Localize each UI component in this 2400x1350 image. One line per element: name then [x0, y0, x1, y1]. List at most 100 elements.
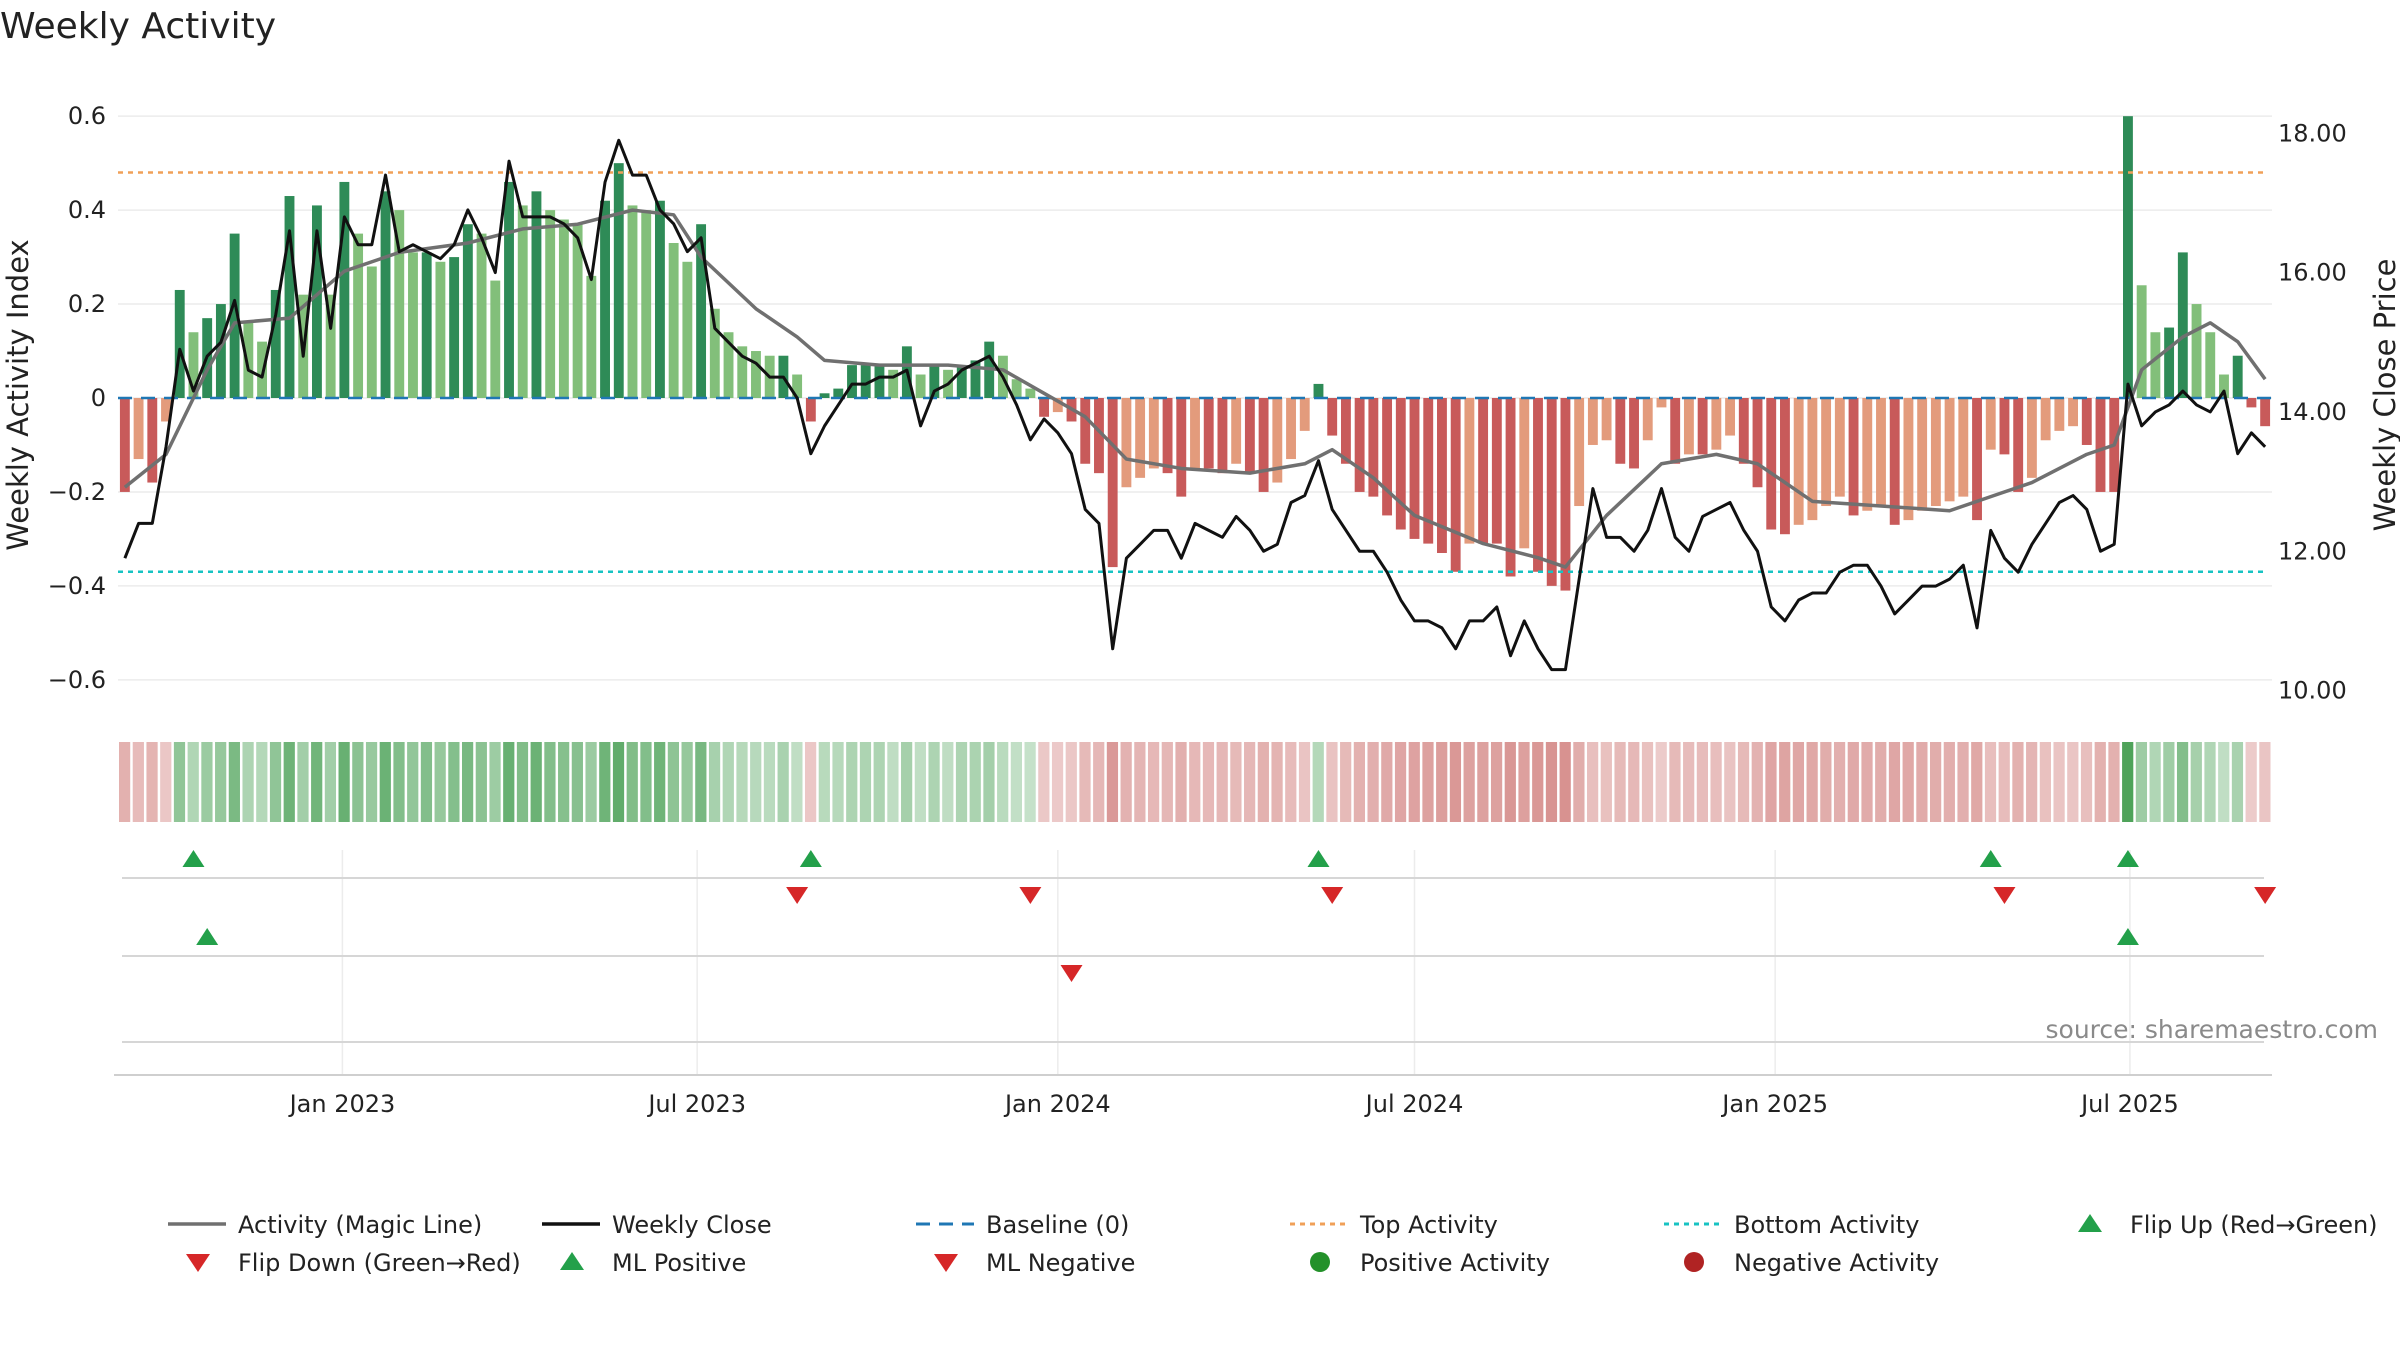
- activity-strip-cell: [2163, 742, 2175, 822]
- activity-bar: [408, 252, 418, 398]
- reference-lines: [118, 171, 2272, 574]
- activity-bar: [1793, 398, 1804, 525]
- activity-strip-cell: [1765, 742, 1777, 822]
- activity-bar: [1313, 383, 1324, 398]
- activity-strip-cell: [1326, 742, 1338, 822]
- activity-strip-cell: [654, 742, 666, 822]
- activity-strip-cell: [1847, 742, 1859, 822]
- activity-bar: [1834, 398, 1845, 497]
- activity-bar: [1958, 398, 1969, 497]
- activity-strip-cell: [2135, 742, 2148, 822]
- activity-bar: [2123, 116, 2133, 398]
- activity-bar: [1299, 398, 1310, 431]
- activity-bar: [1903, 398, 1914, 521]
- activity-bar: [1519, 398, 1530, 549]
- activity-bar: [1258, 398, 1269, 492]
- activity-bar: [257, 341, 267, 398]
- activity-bar: [1862, 398, 1873, 511]
- activity-bar: [668, 243, 679, 398]
- activity-strip-cell: [1024, 742, 1036, 822]
- activity-strip-cell: [338, 742, 350, 822]
- activity-bar: [462, 224, 473, 398]
- ml-positive-marker: [2116, 928, 2139, 945]
- activity-bar: [1203, 398, 1214, 469]
- y-tick-label: −0.2: [48, 478, 106, 506]
- activity-bar: [654, 200, 665, 398]
- activity-bars: [119, 116, 2271, 591]
- axes: 0.6 0.4 0.2 0 −0.2 −0.4 −0.6 18.00 16.00 14.00 12.…: [48, 102, 2347, 1118]
- activity-bar: [1491, 398, 1502, 544]
- activity-bar: [1423, 398, 1434, 544]
- activity-strip-cell: [516, 742, 529, 822]
- flip-up-marker: [2116, 850, 2139, 867]
- activity-strip-cell: [873, 742, 885, 822]
- activity-bar: [888, 369, 899, 398]
- activity-strip-cell: [1394, 742, 1407, 822]
- y-tick-label: −0.6: [48, 666, 106, 694]
- activity-strip-cell: [997, 742, 1009, 822]
- activity-bar: [956, 365, 967, 398]
- activity-bar: [1738, 398, 1749, 464]
- activity-bar: [1546, 398, 1557, 586]
- activity-bar: [723, 332, 734, 398]
- activity-bar: [1930, 398, 1941, 507]
- activity-bar: [709, 308, 720, 398]
- legend-label: Positive Activity: [1360, 1249, 1550, 1277]
- flip-up-marker: [799, 850, 822, 867]
- activity-strip-cell: [1449, 742, 1462, 822]
- flip-down-marker: [1019, 887, 1042, 904]
- flip-down-marker: [2254, 887, 2277, 904]
- activity-bar: [2232, 355, 2243, 398]
- activity-bar: [1683, 398, 1694, 455]
- activity-bar: [558, 219, 569, 398]
- activity-strip-cell: [708, 742, 721, 822]
- activity-strip-cell: [1230, 742, 1242, 822]
- y2-tick-label: 10.00: [2278, 677, 2347, 705]
- activity-strip-cell: [228, 742, 240, 822]
- y2-tick-label: 18.00: [2278, 119, 2347, 147]
- legend-label: Top Activity: [1359, 1211, 1498, 1239]
- y2-tick-label: 12.00: [2278, 537, 2347, 565]
- activity-strip-cell: [1600, 742, 1612, 822]
- flip-down-marker: [1321, 887, 1344, 904]
- x-tick-label: Jul 2024: [1364, 1090, 1464, 1118]
- activity-bar: [531, 191, 542, 398]
- activity-strip-cell: [146, 742, 158, 822]
- y-tick-label: 0: [91, 384, 106, 412]
- activity-bar: [476, 233, 487, 398]
- activity-strip-cell: [2067, 742, 2079, 822]
- activity-bar: [2136, 285, 2147, 398]
- legend-label: ML Negative: [986, 1249, 1135, 1277]
- activity-strip-cell: [955, 742, 968, 822]
- activity-strip-cell: [1051, 742, 1064, 822]
- activity-strip-cell: [1134, 742, 1146, 822]
- activity-bar: [751, 351, 761, 398]
- activity-strip-cell: [1806, 742, 1818, 822]
- activity-bar: [1148, 398, 1159, 469]
- activity-strip-cell: [1216, 742, 1228, 822]
- activity-strip-cell: [612, 742, 625, 822]
- activity-strip-cell: [379, 742, 391, 822]
- y-tick-label: 0.2: [68, 290, 106, 318]
- activity-bar: [1821, 398, 1832, 507]
- activity-strip-cell: [722, 742, 734, 822]
- activity-strip-cell: [1833, 742, 1846, 822]
- activity-bar: [1985, 398, 1996, 450]
- activity-bar: [1807, 398, 1818, 521]
- activity-strip-cell: [928, 742, 940, 822]
- y2-axis-label: Weekly Close Price: [2368, 259, 2400, 532]
- activity-bar: [421, 252, 432, 398]
- activity-strip-cell: [256, 742, 268, 822]
- activity-strip-cell: [160, 742, 172, 822]
- y-tick-label: 0.6: [68, 102, 106, 130]
- activity-bar: [1340, 398, 1351, 464]
- activity-strip-cell: [983, 742, 995, 822]
- activity-bar: [929, 365, 940, 398]
- activity-strip-cell: [2204, 742, 2216, 822]
- activity-strip: [119, 742, 2271, 822]
- activity-strip-cell: [1367, 742, 1379, 822]
- activity-strip-cell: [448, 742, 460, 822]
- activity-bar: [1697, 398, 1708, 455]
- flip-down-marker: [1993, 887, 2016, 904]
